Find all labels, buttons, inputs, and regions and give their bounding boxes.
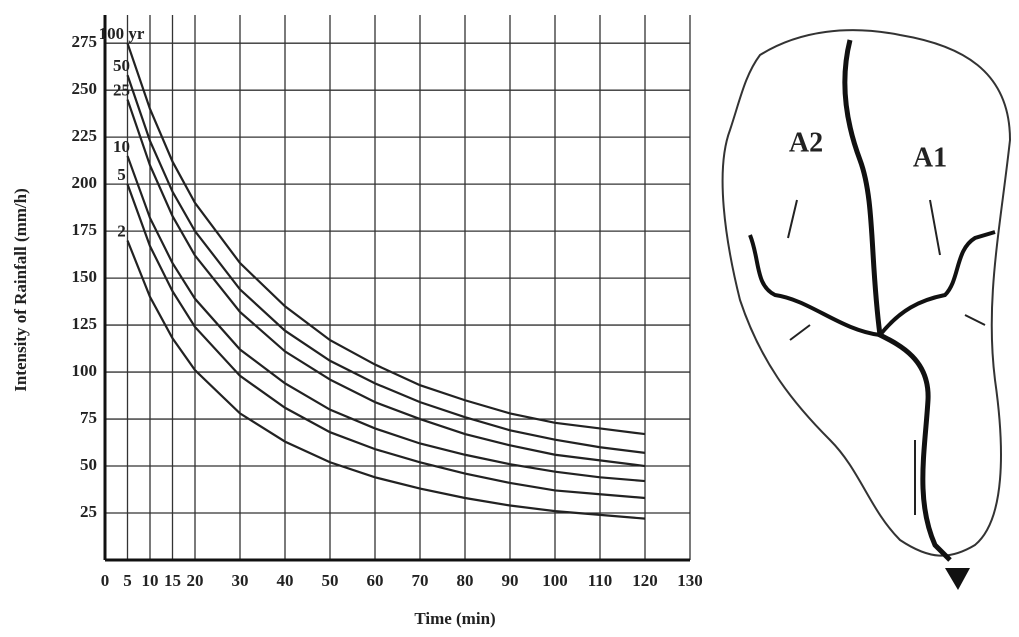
x-axis-title: Time (min) [414,609,495,628]
x-tick-label: 70 [412,571,429,590]
watershed-diagram: A2 A1 [721,29,1012,590]
area-label: A1 [913,142,947,173]
y-tick-label: 100 [72,361,98,380]
series-label: 100 yr [99,24,145,43]
x-tick-label: 90 [502,571,519,590]
x-tick-label: 5 [123,571,132,590]
series-line [126,183,646,500]
series-line [126,99,646,468]
x-tick-label: 100 [542,571,568,590]
x-tick-label: 20 [187,571,204,590]
series-label: 50 [113,56,130,75]
series-line [126,240,646,520]
x-tick-label: 130 [677,571,703,590]
y-tick-label: 25 [80,502,97,521]
y-tick-label: 250 [72,79,98,98]
area-label: A2 [789,127,823,158]
y-tick-label: 150 [72,267,98,286]
y-tick-label: 75 [80,408,97,427]
y-tick-label: 50 [80,455,97,474]
x-tick-label: 110 [588,571,613,590]
x-tick-label: 30 [232,571,249,590]
outlet-arrow [945,568,970,590]
flow-arrow [787,199,986,515]
y-tick-label: 200 [72,173,98,192]
y-tick-label: 275 [72,32,98,51]
series-label: 2 [117,221,126,240]
tributary [748,234,881,337]
series-line [126,155,646,483]
x-tick-label: 10 [142,571,159,590]
series-label: 5 [117,165,126,184]
y-tick-label: 225 [72,126,98,145]
x-tick-label: 60 [367,571,384,590]
y-tick-label: 175 [72,220,98,239]
y-axis-title: Intensity of Rainfall (mm/h) [11,188,30,392]
x-tick-label: 50 [322,571,339,590]
series-label: 10 [113,137,130,156]
watershed-boundary [721,29,1012,557]
x-tick-label: 0 [101,571,110,590]
x-tick-label: 120 [632,571,658,590]
x-tick-label: 15 [164,571,181,590]
x-tick-label: 80 [457,571,474,590]
x-tick-label: 40 [277,571,294,590]
y-tick-label: 125 [72,314,98,333]
series-label: 25 [113,80,130,99]
series-line [126,74,646,454]
series-line [126,42,646,436]
tributary [878,230,996,337]
